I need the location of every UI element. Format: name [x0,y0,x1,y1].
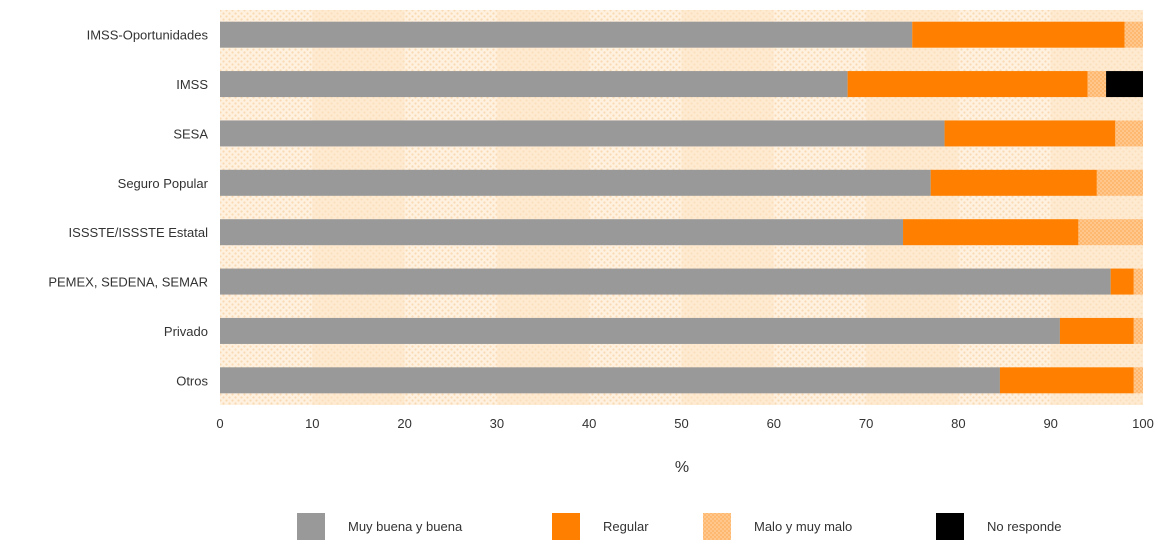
bar-segment [220,367,1000,394]
bar-segment [903,219,1079,246]
bar-segment [220,268,1111,295]
x-tick-label: 0 [216,416,223,431]
bar-segment [220,21,913,48]
background-band [866,10,959,405]
bar-segment [847,71,1088,98]
category-label: Privado [164,324,208,339]
x-tick-label: 30 [490,416,504,431]
bar-segment [1133,367,1143,394]
legend-label: No responde [987,519,1061,534]
legend-swatch [297,513,325,540]
bar-segment [220,71,848,98]
bar-segment [220,317,1060,344]
bar-segment [944,120,1116,147]
category-label: IMSS [176,77,208,92]
category-label: Seguro Popular [118,176,209,191]
plot-background [220,10,1143,405]
background-band [496,10,590,405]
x-tick-label: 10 [305,416,319,431]
legend-label: Malo y muy malo [754,519,852,534]
bar-segment [1110,268,1134,295]
x-tick-label: 20 [397,416,411,431]
category-label: IMSS-Oportunidades [87,28,209,43]
x-tick-label: 60 [767,416,781,431]
x-tick-label: 90 [1043,416,1057,431]
bar-segment [999,367,1134,394]
x-tick-label: 100 [1132,416,1154,431]
background-band [1050,10,1143,405]
category-label: PEMEX, SEDENA, SEMAR [48,275,208,290]
background-band [681,10,774,405]
bar-segment [1059,317,1134,344]
category-label: SESA [173,126,208,141]
x-tick-label: 70 [859,416,873,431]
bar-segment [1106,71,1143,98]
legend-label: Regular [603,519,649,534]
bar-segment [220,219,904,246]
bar-segment [1133,317,1143,344]
background-band [312,10,405,405]
bar-segment [220,120,945,147]
x-axis-title: % [675,459,689,476]
bar-segment [1078,219,1143,246]
bar-segment [1124,21,1143,48]
legend-label: Muy buena y buena [348,519,463,534]
bar-segment [912,21,1125,48]
x-tick-labels: 0 10 20 30 40 50 60 70 80 90 100 [216,416,1153,431]
bar-segment [1087,71,1107,98]
legend-swatch [936,513,964,540]
bars-group [220,21,1143,394]
x-tick-label: 80 [951,416,965,431]
legend: Muy buena y buena Regular Malo y muy malo N… [297,513,1061,540]
legend-swatch [552,513,580,540]
x-tick-label: 40 [582,416,596,431]
category-labels: IMSS-Oportunidades IMSS SESA Seguro Popular… [48,28,208,389]
bar-segment [930,169,1097,196]
bar-segment [1096,169,1143,196]
x-tick-label: 50 [674,416,688,431]
bar-segment [1133,268,1143,295]
bar-segment [1115,120,1143,147]
legend-swatch [703,513,731,540]
bar-segment [220,169,931,196]
category-label: Otros [176,373,208,388]
category-label: ISSSTE/ISSSTE Estatal [69,225,209,240]
